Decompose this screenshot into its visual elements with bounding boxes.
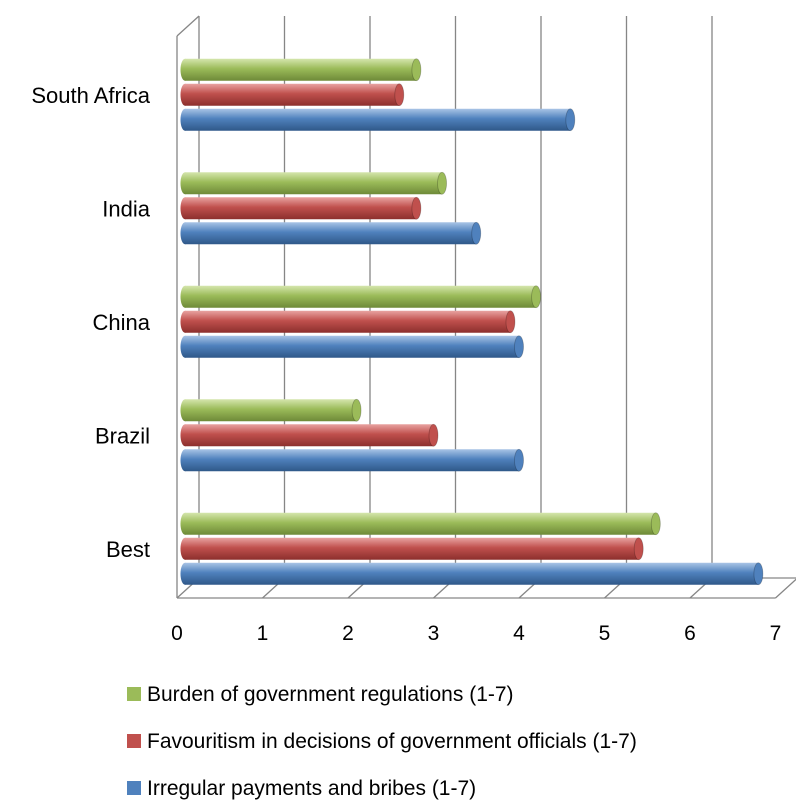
bar — [181, 449, 524, 471]
bar — [181, 109, 575, 131]
category-label: Brazil — [95, 423, 150, 448]
legend-label: Burden of government regulations (1-7) — [147, 683, 514, 706]
bar — [181, 286, 541, 308]
x-tick-label: 0 — [171, 622, 183, 645]
category-label: South Africa — [31, 83, 150, 108]
axis-labels: 0 1 2 3 4 5 6 7 South Africa India China Brazil Best — [31, 83, 781, 645]
legend-swatch — [127, 734, 141, 748]
category-label: India — [102, 196, 150, 221]
legend-label: Irregular payments and bribes (1-7) — [147, 777, 476, 800]
x-tick-label: 5 — [599, 622, 611, 645]
gridline — [605, 16, 627, 598]
category-label: Best — [106, 537, 150, 562]
bar — [181, 311, 515, 333]
bar — [181, 538, 644, 560]
legend-item: Irregular payments and bribes (1-7) — [127, 777, 476, 800]
x-tick-label: 7 — [770, 622, 782, 645]
x-tick-label: 2 — [342, 622, 354, 645]
bar — [181, 197, 421, 219]
bar — [181, 222, 481, 244]
category-label: China — [93, 310, 151, 335]
bar — [181, 59, 421, 81]
legend: Burden of government regulations (1-7) Fa… — [127, 683, 637, 800]
bars — [181, 59, 763, 585]
x-tick-label: 6 — [684, 622, 696, 645]
bar — [181, 513, 661, 535]
legend-swatch — [127, 687, 141, 701]
x-tick-label: 1 — [257, 622, 269, 645]
bar — [181, 172, 447, 194]
legend-label: Favouritism in decisions of government o… — [147, 730, 637, 753]
bar — [181, 563, 763, 585]
legend-item: Favouritism in decisions of government o… — [127, 730, 637, 753]
x-tick-label: 3 — [428, 622, 440, 645]
bar — [181, 424, 439, 446]
gridline — [690, 16, 712, 598]
legend-swatch — [127, 781, 141, 795]
bar — [181, 336, 524, 358]
x-tick-label: 4 — [513, 622, 525, 645]
bar — [181, 399, 362, 421]
gridline — [776, 16, 796, 598]
legend-item: Burden of government regulations (1-7) — [127, 683, 514, 706]
bar — [181, 84, 404, 106]
